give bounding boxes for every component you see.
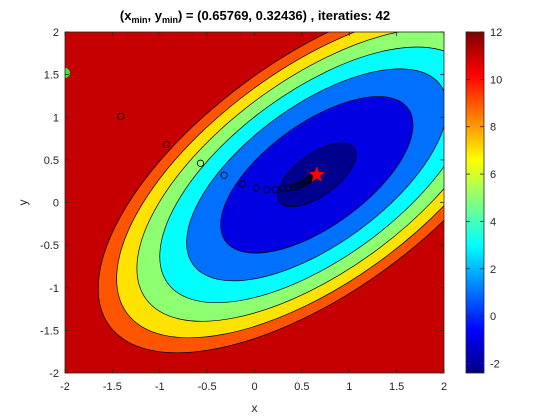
y-axis-label: y (16, 200, 30, 206)
start-point-marker (65, 67, 70, 78)
path-point-7 (271, 186, 279, 194)
minimum-star-marker (308, 166, 326, 182)
contour-line-3 (159, 46, 444, 304)
descent-path (65, 67, 326, 194)
x-axis-label: x (252, 401, 258, 415)
plot-area (65, 32, 444, 373)
colorbar-tick-label: -2 (490, 359, 500, 371)
y-tick-label: -2 (49, 368, 59, 380)
path-point-9 (285, 184, 293, 192)
y-axis: -2 -1.5 -1 -0.5 0 0.5 1 1.5 2 (40, 27, 444, 380)
y-tick-label: 0 (53, 198, 59, 210)
path-point-1 (162, 140, 170, 149)
path-point-13 (299, 180, 307, 188)
contour-line-6 (97, 32, 444, 354)
chart-title: (xmin, ymin) = (0.65769, 0.32436) , iter… (120, 8, 390, 25)
colorbar-tick-label: 6 (490, 169, 496, 181)
y-tick-label: -1 (49, 283, 59, 295)
colorbar-tick-label: 10 (490, 74, 502, 86)
path-point-0 (117, 112, 125, 120)
contour-line-2 (186, 68, 444, 282)
colorbar-tick-label: 4 (490, 216, 496, 228)
path-point-3 (220, 171, 228, 179)
x-tick-label: 2 (441, 381, 447, 393)
x-tick-label: 0.5 (294, 381, 309, 393)
x-tick-label: 0 (251, 381, 257, 393)
y-tick-label: 0.5 (44, 155, 59, 167)
colorbar-tick-label: 0 (490, 311, 496, 323)
path-point-6 (263, 186, 271, 194)
path-point-4 (238, 180, 246, 188)
colorbar-tick-label: 2 (490, 264, 496, 276)
y-tick-label: -0.5 (40, 240, 59, 252)
x-tick-label: 1 (346, 381, 352, 393)
path-point-10 (289, 183, 297, 191)
x-tick-label: -1 (155, 381, 165, 393)
path-point-8 (279, 185, 287, 193)
path-point-2 (196, 159, 205, 167)
x-axis: -2 -1.5 -1 -0.5 0 0.5 1 1.5 2 (60, 32, 447, 393)
x-tick-label: -1.5 (103, 381, 122, 393)
y-tick-label: -1.5 (40, 325, 59, 337)
x-tick-label: -2 (60, 381, 70, 393)
y-tick-label: 1.5 (44, 70, 59, 82)
contour-line-4 (136, 32, 444, 322)
contour-line-1 (220, 96, 414, 254)
contour-lines (97, 32, 444, 354)
x-tick-label: 1.5 (389, 381, 404, 393)
colorbar (465, 31, 485, 374)
colorbar-tick-label: 8 (490, 122, 496, 134)
contour-line-5 (116, 32, 444, 339)
contour-line-0 (277, 142, 357, 208)
colorbar-ticks: -2 0 2 4 6 8 10 12 (466, 27, 502, 371)
x-tick-label: -0.5 (198, 381, 217, 393)
colorbar-tick-label: 12 (490, 27, 502, 39)
y-tick-label: 1 (53, 112, 59, 124)
path-point-5 (252, 184, 260, 192)
y-tick-label: 2 (53, 27, 59, 39)
